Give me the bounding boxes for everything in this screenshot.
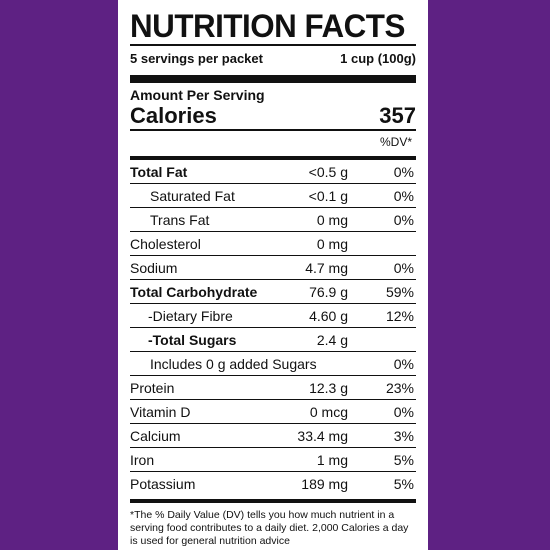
nutrient-amount: 1 mg	[316, 451, 348, 468]
nutrient-row-total-sugars: -Total Sugars 2.4 g	[130, 328, 416, 352]
nutrient-amount: 4.7 mg	[305, 259, 348, 276]
medium-divider	[130, 156, 416, 160]
nutrient-name: Cholesterol	[130, 235, 201, 252]
nutrient-dv: 0%	[393, 259, 414, 276]
nutrient-name: Iron	[130, 451, 155, 468]
nutrient-amount: <0.5 g	[308, 163, 348, 180]
nutrient-row-saturated-fat: Saturated Fat <0.1 g 0%	[130, 184, 416, 208]
nutrient-amount: 33.4 mg	[297, 427, 348, 444]
nutrient-amount: 4.60 g	[309, 307, 348, 324]
nutrient-dv: 5%	[393, 451, 414, 468]
nutrient-amount: <0.1 g	[308, 187, 348, 204]
nutrient-amount: 76.9 g	[309, 283, 348, 300]
nutrient-name: Sodium	[130, 259, 178, 276]
amount-per-serving: Amount Per Serving	[130, 87, 265, 103]
nutrient-dv: 0%	[393, 163, 414, 180]
nutrient-name: Saturated Fat	[150, 187, 235, 204]
calories-label: Calories	[130, 103, 217, 128]
dv-header: %DV*	[130, 129, 416, 153]
calories-row: Calories 357	[130, 103, 416, 129]
nutrient-name: Trans Fat	[150, 211, 210, 228]
nutrient-name: Total Carbohydrate	[130, 283, 258, 300]
nutrient-row-potassium: Potassium 189 mg 5%	[130, 472, 416, 495]
nutrient-amount: 0 mg	[316, 211, 348, 228]
nutrient-row-iron: Iron 1 mg 5%	[130, 448, 416, 472]
nutrient-row-total-fat: Total Fat <0.5 g 0%	[130, 160, 416, 184]
nutrient-row-total-carbohydrate: Total Carbohydrate 76.9 g 59%	[130, 280, 416, 304]
nutrient-dv: 23%	[385, 379, 414, 396]
nutrient-dv: 0%	[393, 187, 414, 204]
nutrient-name: Potassium	[130, 475, 196, 492]
nutrient-dv: 0%	[393, 403, 414, 420]
nutrient-row-added-sugars: Includes 0 g added Sugars 0%	[130, 352, 416, 376]
nutrient-name: Vitamin D	[130, 403, 191, 420]
servings-per-packet: 5 servings per packet	[130, 51, 263, 66]
nutrient-row-calcium: Calcium 33.4 mg 3%	[130, 424, 416, 448]
nutrient-amount: 0 mg	[316, 235, 348, 252]
nutrient-amount: 0 mcg	[309, 403, 348, 420]
nutrient-row-trans-fat: Trans Fat 0 mg 0%	[130, 208, 416, 232]
nutrient-dv: 3%	[393, 427, 414, 444]
nutrient-dv: 59%	[385, 283, 414, 300]
nutrient-amount: 2.4 g	[316, 331, 348, 348]
nutrient-name: -Dietary Fibre	[148, 307, 233, 324]
nutrition-label: NUTRITION FACTS 5 servings per packet 1 …	[118, 0, 428, 550]
calories-value: 357	[379, 103, 416, 128]
nutrient-name: -Total Sugars	[148, 331, 237, 348]
nutrient-row-dietary-fibre: -Dietary Fibre 4.60 g 12%	[130, 304, 416, 328]
nutrient-dv: 0%	[393, 355, 414, 372]
nutrient-name: Calcium	[130, 427, 181, 444]
servings-row: 5 servings per packet 1 cup (100g)	[130, 44, 416, 69]
nutrient-amount: 189 mg	[301, 475, 348, 492]
nutrient-amount: 12.3 g	[309, 379, 348, 396]
nutrient-row-cholesterol: Cholesterol 0 mg	[130, 232, 416, 256]
nutrient-name: Total Fat	[130, 163, 188, 180]
nutrient-dv: 12%	[385, 307, 414, 324]
label-title: NUTRITION FACTS	[130, 8, 405, 44]
thick-divider	[130, 75, 416, 83]
nutrient-dv: 5%	[393, 475, 414, 492]
nutrient-row-sodium: Sodium 4.7 mg 0%	[130, 256, 416, 280]
nutrient-name: Includes 0 g added Sugars	[150, 355, 317, 372]
nutrient-name: Protein	[130, 379, 175, 396]
nutrient-row-vitamin-d: Vitamin D 0 mcg 0%	[130, 400, 416, 424]
footnote: *The % Daily Value (DV) tells you how mu…	[130, 499, 416, 548]
nutrient-row-protein: Protein 12.3 g 23%	[130, 376, 416, 400]
serving-size: 1 cup (100g)	[340, 51, 416, 66]
nutrient-dv: 0%	[393, 211, 414, 228]
